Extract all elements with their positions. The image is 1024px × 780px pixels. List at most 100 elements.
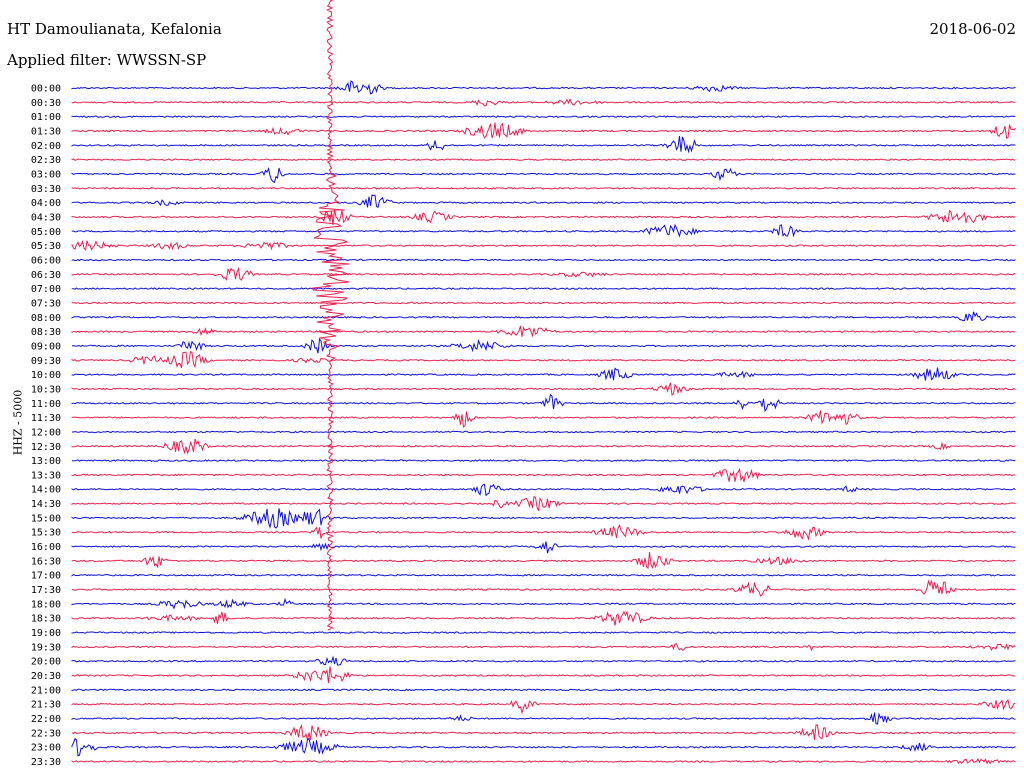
seismic-trace <box>71 367 1016 381</box>
seismic-trace <box>71 573 1016 577</box>
row-time-label: 01:00 <box>31 112 61 123</box>
row-time-label: 18:00 <box>31 599 61 610</box>
seismic-trace <box>71 631 1016 634</box>
row-time-label: 16:00 <box>31 542 61 553</box>
seismic-trace <box>71 438 1016 455</box>
earthquake-spike <box>311 0 350 631</box>
row-time-label: 20:30 <box>31 671 61 682</box>
seismic-trace <box>71 541 1016 554</box>
seismic-trace <box>71 287 1016 290</box>
seismic-trace <box>71 122 1016 139</box>
seismic-trace <box>71 158 1016 161</box>
row-time-label: 17:00 <box>31 571 61 582</box>
row-time-label: 12:00 <box>31 427 61 438</box>
seismic-trace <box>71 258 1016 262</box>
seismic-trace <box>71 724 1016 741</box>
row-time-label: 09:30 <box>31 356 61 367</box>
row-time-label: 22:30 <box>31 728 61 739</box>
row-time-label: 11:00 <box>31 399 61 410</box>
station-title: HT Damoulianata, Kefalonia <box>7 20 222 38</box>
row-time-label: 17:30 <box>31 585 61 596</box>
row-time-label: 04:00 <box>31 198 61 209</box>
seismic-trace <box>71 459 1016 462</box>
row-time-label: 22:00 <box>31 714 61 725</box>
row-time-label: 19:00 <box>31 628 61 639</box>
seismic-trace <box>71 483 1016 497</box>
seismic-trace <box>71 239 1016 252</box>
row-time-label: 00:00 <box>31 84 61 95</box>
row-time-label: 08:00 <box>31 313 61 324</box>
seismic-trace <box>71 579 1016 597</box>
seismic-trace <box>71 382 1016 396</box>
row-time-label: 04:30 <box>31 212 61 223</box>
row-time-label: 05:00 <box>31 227 61 238</box>
row-time-label: 11:30 <box>31 413 61 424</box>
seismic-trace <box>71 597 1016 610</box>
row-time-label: 15:00 <box>31 513 61 524</box>
row-time-label: 03:00 <box>31 169 61 180</box>
seismic-trace <box>71 223 1016 238</box>
row-time-label: 21:30 <box>31 700 61 711</box>
seismic-trace <box>71 508 1016 529</box>
seismic-trace <box>71 325 1016 338</box>
seismic-trace <box>71 311 1016 322</box>
seismic-trace <box>71 350 1016 369</box>
row-time-label: 02:30 <box>31 155 61 166</box>
row-time-label: 15:30 <box>31 528 61 539</box>
row-time-label: 16:30 <box>31 556 61 567</box>
seismic-trace <box>71 523 1016 541</box>
seismic-trace <box>71 410 1016 428</box>
row-time-label: 06:00 <box>31 255 61 266</box>
seismic-trace <box>71 166 1016 184</box>
row-time-label: 20:00 <box>31 657 61 668</box>
seismic-trace <box>71 495 1016 511</box>
row-time-label: 13:30 <box>31 470 61 481</box>
seismic-trace <box>71 688 1016 692</box>
seismic-trace <box>71 757 1016 765</box>
row-time-label: 21:00 <box>31 685 61 696</box>
seismic-trace <box>71 136 1016 154</box>
seismic-trace <box>71 643 1016 652</box>
row-time-label: 14:30 <box>31 499 61 510</box>
filter-label: Applied filter: WWSSN-SP <box>7 51 207 69</box>
row-time-label: 18:30 <box>31 614 61 625</box>
row-time-label: 23:30 <box>31 757 61 768</box>
row-time-label: 03:30 <box>31 184 61 195</box>
row-time-label: 05:30 <box>31 241 61 252</box>
seismic-trace <box>71 337 1016 354</box>
seismic-trace <box>71 80 1016 95</box>
seismic-trace <box>71 115 1016 119</box>
seismic-trace <box>71 393 1016 413</box>
row-time-label: 09:00 <box>31 341 61 352</box>
seismic-trace <box>71 655 1016 666</box>
seismic-trace <box>71 712 1016 725</box>
row-time-label: 08:30 <box>31 327 61 338</box>
seismic-trace <box>71 266 1016 281</box>
row-time-label: 06:30 <box>31 270 61 281</box>
seismic-trace <box>71 430 1016 434</box>
row-time-label: 19:30 <box>31 642 61 653</box>
seismic-trace <box>71 737 1016 757</box>
seismic-trace <box>71 98 1016 107</box>
row-time-label: 00:30 <box>31 98 61 109</box>
seismic-trace <box>71 666 1016 684</box>
seismic-trace <box>71 209 1016 226</box>
seismic-trace <box>71 551 1016 570</box>
seismic-trace <box>71 467 1016 483</box>
row-time-label: 12:30 <box>31 442 61 453</box>
seismic-trace <box>71 698 1016 715</box>
seismic-trace <box>71 301 1016 305</box>
seismic-trace <box>71 186 1016 190</box>
row-time-label: 23:00 <box>31 743 61 754</box>
row-time-label: 13:00 <box>31 456 61 467</box>
row-time-label: 07:00 <box>31 284 61 295</box>
row-time-label: 07:30 <box>31 298 61 309</box>
row-time-label: 14:00 <box>31 485 61 496</box>
seismic-trace <box>71 610 1016 626</box>
row-time-label: 10:00 <box>31 370 61 381</box>
row-time-label: 01:30 <box>31 126 61 137</box>
date-label: 2018-06-02 <box>929 20 1016 38</box>
seismic-trace <box>71 194 1016 209</box>
row-time-label: 02:00 <box>31 141 61 152</box>
